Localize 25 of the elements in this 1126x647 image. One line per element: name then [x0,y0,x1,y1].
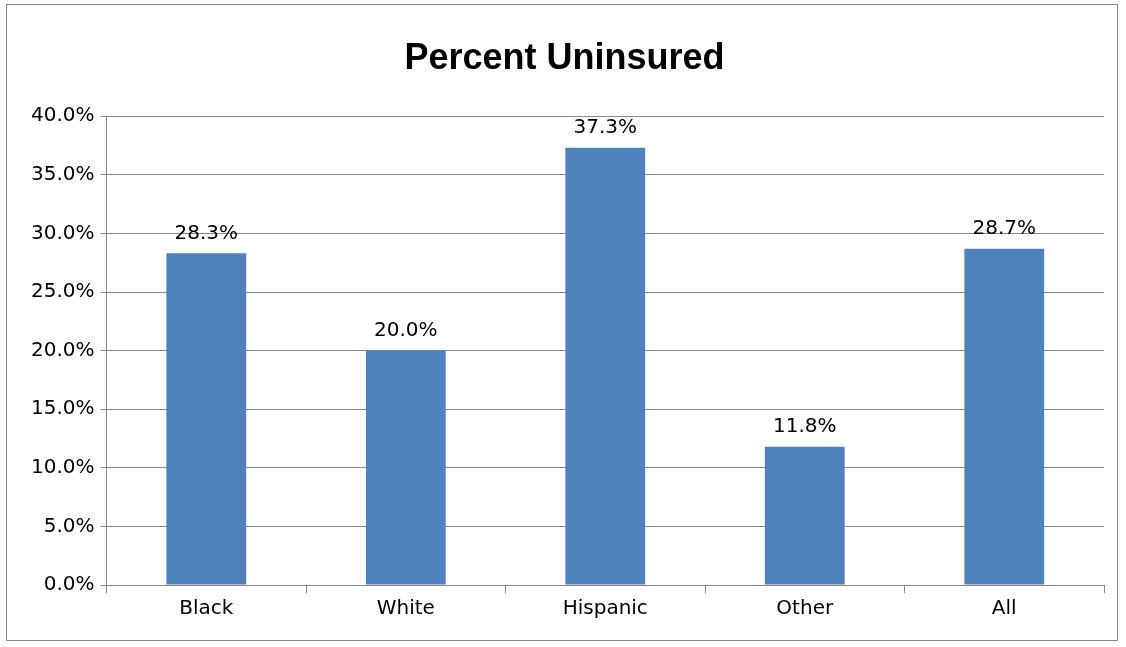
x-tick-label: Black [179,595,234,620]
bar [764,446,845,585]
y-tick-label: 5.0% [43,512,95,537]
y-tick-label: 25.0% [30,278,95,303]
y-tick-label: 20.0% [30,336,95,361]
data-label: 20.0% [374,316,438,341]
bar [565,147,646,585]
y-tick-label: 30.0% [30,219,95,244]
bar [166,253,247,585]
x-tick-label: Hispanic [562,595,648,620]
y-tick-label: 0.0% [43,571,95,596]
data-label: 37.3% [573,114,638,139]
data-label: 11.8% [772,412,837,437]
x-tick-label: All [991,595,1017,620]
x-tick-label: White [376,595,435,620]
y-tick-label: 40.0% [30,102,95,127]
bar [964,248,1045,585]
chart-title: Percent Uninsured [404,35,725,77]
x-tick-label: Other [776,595,834,620]
y-tick-label: 35.0% [30,161,95,185]
bar [365,350,446,585]
y-tick-label: 15.0% [30,395,95,420]
data-label: 28.7% [972,214,1037,239]
y-tick-label: 10.0% [30,454,95,478]
data-label: 28.3% [174,219,239,244]
